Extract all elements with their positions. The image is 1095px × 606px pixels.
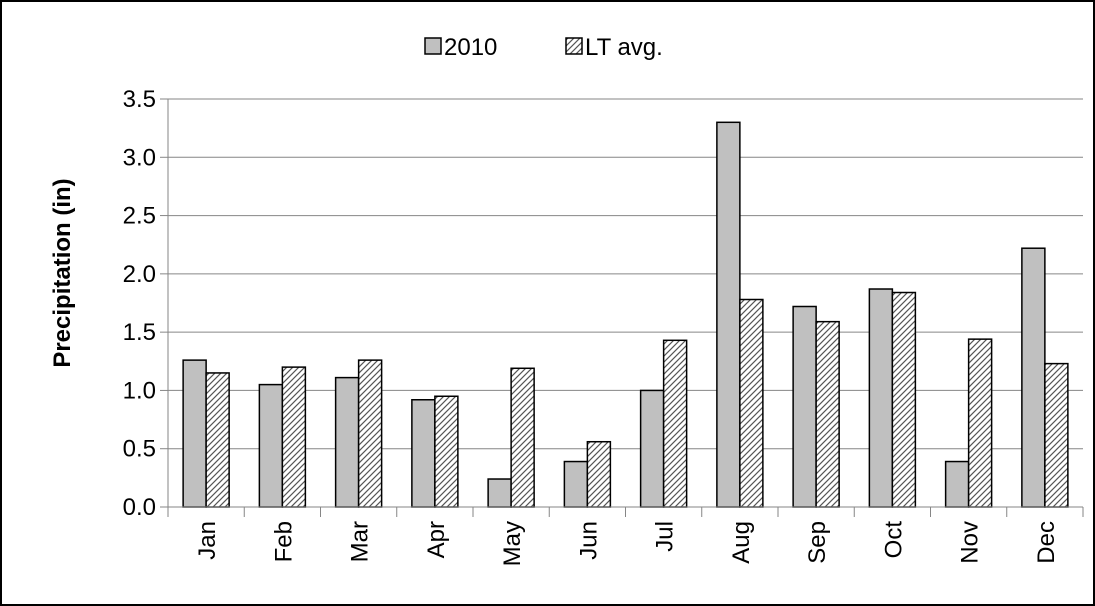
bar-2010-sep	[792, 305, 817, 508]
bar-lt-avg--nov	[967, 338, 993, 508]
x-tick-label: Apr	[423, 521, 450, 558]
bars	[182, 121, 1069, 508]
bar-2010-aug	[716, 121, 741, 508]
y-tick-label: 0.5	[123, 436, 156, 463]
bar-lt-avg--feb	[281, 366, 307, 508]
bar-lt-avg--may	[510, 367, 535, 508]
bar-2010-jan	[182, 359, 207, 508]
x-tick-label: Jun	[575, 521, 602, 560]
legend: 2010 LT avg.	[424, 34, 663, 61]
x-tick-label: Dec	[1033, 521, 1060, 564]
bar-2010-nov	[944, 460, 970, 508]
bar-lt-avg--jun	[586, 440, 612, 508]
bar-2010-feb	[258, 383, 284, 508]
bar-2010-may	[487, 478, 512, 508]
bar-lt-avg--oct	[891, 291, 917, 508]
y-axis-title: Precipitation (in)	[49, 178, 76, 367]
legend-swatch-2010	[424, 37, 442, 55]
x-tick-label: May	[499, 521, 526, 566]
bar-lt-avg--sep	[815, 320, 840, 508]
bar-2010-jul	[639, 389, 665, 508]
x-tick-label: Jul	[652, 521, 679, 552]
bar-lt-avg--dec	[1044, 362, 1069, 508]
bar-2010-oct	[868, 288, 894, 508]
legend-label: LT avg.	[585, 34, 663, 61]
bar-lt-avg--aug	[739, 298, 764, 508]
legend-swatch-lt-avg-	[565, 37, 583, 55]
x-tick-label: Feb	[270, 521, 297, 562]
bar-lt-avg--jul	[662, 339, 688, 508]
x-tick-label: Jan	[194, 521, 221, 560]
y-tick-label: 1.5	[123, 319, 156, 346]
bar-2010-jun	[563, 460, 589, 508]
x-tick-label: Aug	[728, 521, 755, 564]
bar-2010-apr	[411, 399, 436, 508]
x-tick-label: Oct	[880, 521, 907, 559]
y-tick-label: 2.0	[123, 261, 156, 288]
bar-lt-avg--apr	[434, 395, 459, 508]
bar-2010-mar	[334, 376, 360, 508]
x-tick-label: Nov	[957, 521, 984, 564]
bar-2010-dec	[1021, 247, 1046, 508]
y-tick-label: 1.0	[123, 377, 156, 404]
y-tick-label: 3.5	[123, 86, 156, 113]
gridlines	[168, 98, 1083, 450]
bar-lt-avg--jan	[205, 372, 230, 508]
y-tick-label: 3.0	[123, 144, 156, 171]
axes: 0.0 0.5 1.0 1.5 2.0 2.5 3.0 3.5 Jan Feb Mar Apr May J…	[123, 86, 1084, 566]
bar-lt-avg--mar	[357, 359, 383, 508]
legend-label: 2010	[444, 34, 497, 61]
y-tick-label: 0.0	[123, 494, 156, 521]
x-tick-label: Mar	[347, 521, 374, 562]
y-tick-label: 2.5	[123, 203, 156, 230]
x-tick-label: Sep	[804, 521, 831, 564]
